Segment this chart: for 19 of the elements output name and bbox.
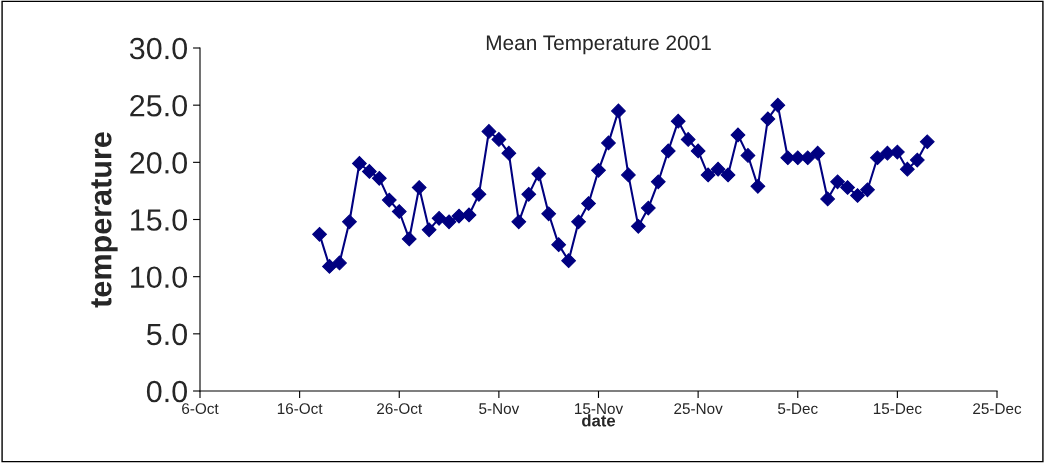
x-tick-label: 5-Nov <box>479 403 520 415</box>
x-tick-label: 16-Oct <box>277 403 323 415</box>
x-axis-title: date <box>582 414 616 427</box>
y-tick-label: 0.0 <box>146 380 187 403</box>
x-tick-label: 15-Dec <box>873 403 922 415</box>
x-tick-label: 26-Oct <box>377 403 423 415</box>
x-tick-label: 15-Nov <box>575 403 624 415</box>
y-tick-label: 10.0 <box>131 266 188 289</box>
y-tick-label: 20.0 <box>130 152 188 174</box>
x-tick-label: 25-Nov <box>674 403 723 415</box>
x-tick-label: 6-Oct <box>182 403 219 415</box>
y-axis-title: temperature <box>91 132 118 308</box>
y-tick-label: 25.0 <box>130 94 188 117</box>
x-tick-label: 25-Dec <box>973 403 1022 415</box>
y-tick-label: 5.0 <box>146 323 187 346</box>
y-tick-label: 15.0 <box>131 209 188 231</box>
y-tick-label: 30.0 <box>129 37 188 60</box>
x-tick-label: 5-Dec <box>777 403 818 415</box>
chart-title: Mean Temperature 2001 <box>486 35 711 55</box>
